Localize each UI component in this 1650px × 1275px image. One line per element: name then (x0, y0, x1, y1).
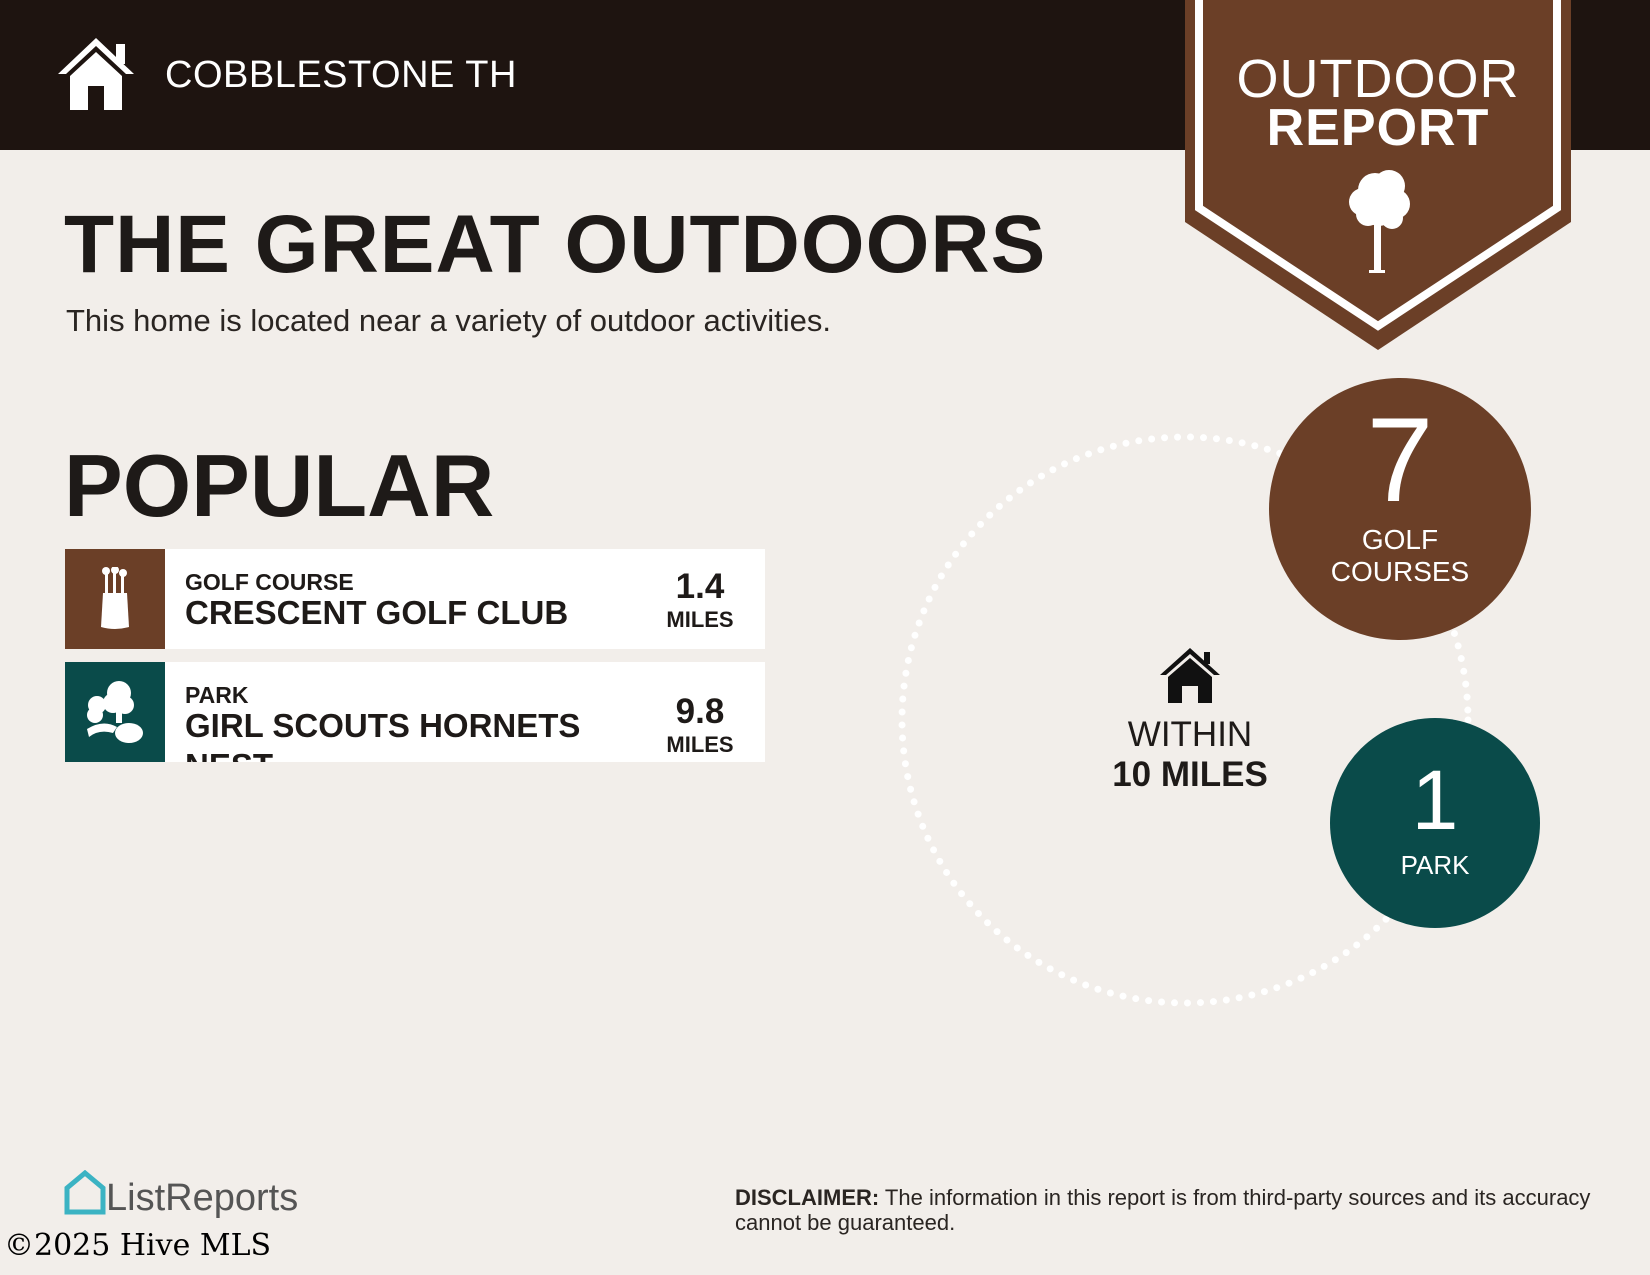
parks-count: 1 PARK (1330, 718, 1540, 928)
item-name: CRESCENT GOLF CLUB (185, 594, 569, 631)
disclaimer: DISCLAIMER: The information in this repo… (735, 1185, 1591, 1235)
within-label: WITHIN 10 MILES (1112, 715, 1268, 794)
listreports-logo: ListReports (64, 1169, 298, 1221)
badge-title-line2: REPORT (1266, 99, 1490, 157)
property-address: COBBLESTONE TH (165, 54, 517, 96)
item-name: GIRL SCOUTS HORNETS NEST (185, 707, 581, 762)
item-category: GOLF COURSE (185, 569, 354, 595)
badge-title-line1: OUTDOOR (1236, 49, 1520, 109)
item-distance: 9.8 MILES (666, 692, 734, 757)
item-category: PARK (185, 682, 249, 708)
logo-house-icon (64, 1169, 106, 1215)
page-subtitle: This home is located near a variety of o… (66, 303, 832, 338)
golf-bag-icon (65, 549, 165, 649)
item-distance: 1.4 MILES (666, 567, 734, 632)
park-trees-icon (65, 662, 165, 762)
section-heading: POPULAR (64, 436, 495, 535)
home-icon (1160, 648, 1220, 703)
list-item: PARK GIRL SCOUTS HORNETS NEST 9.8 MILES (65, 662, 765, 762)
copyright: ©2025 Hive MLS (4, 1228, 272, 1263)
golf-courses-count: 7 GOLF COURSES (1269, 378, 1531, 640)
page-title: THE GREAT OUTDOORS (64, 199, 1047, 290)
home-icon (58, 38, 134, 110)
tree-icon (1349, 170, 1410, 273)
outdoor-report-badge (1185, 0, 1571, 350)
list-item: GOLF COURSE CRESCENT GOLF CLUB 1.4 MILES (65, 549, 765, 649)
